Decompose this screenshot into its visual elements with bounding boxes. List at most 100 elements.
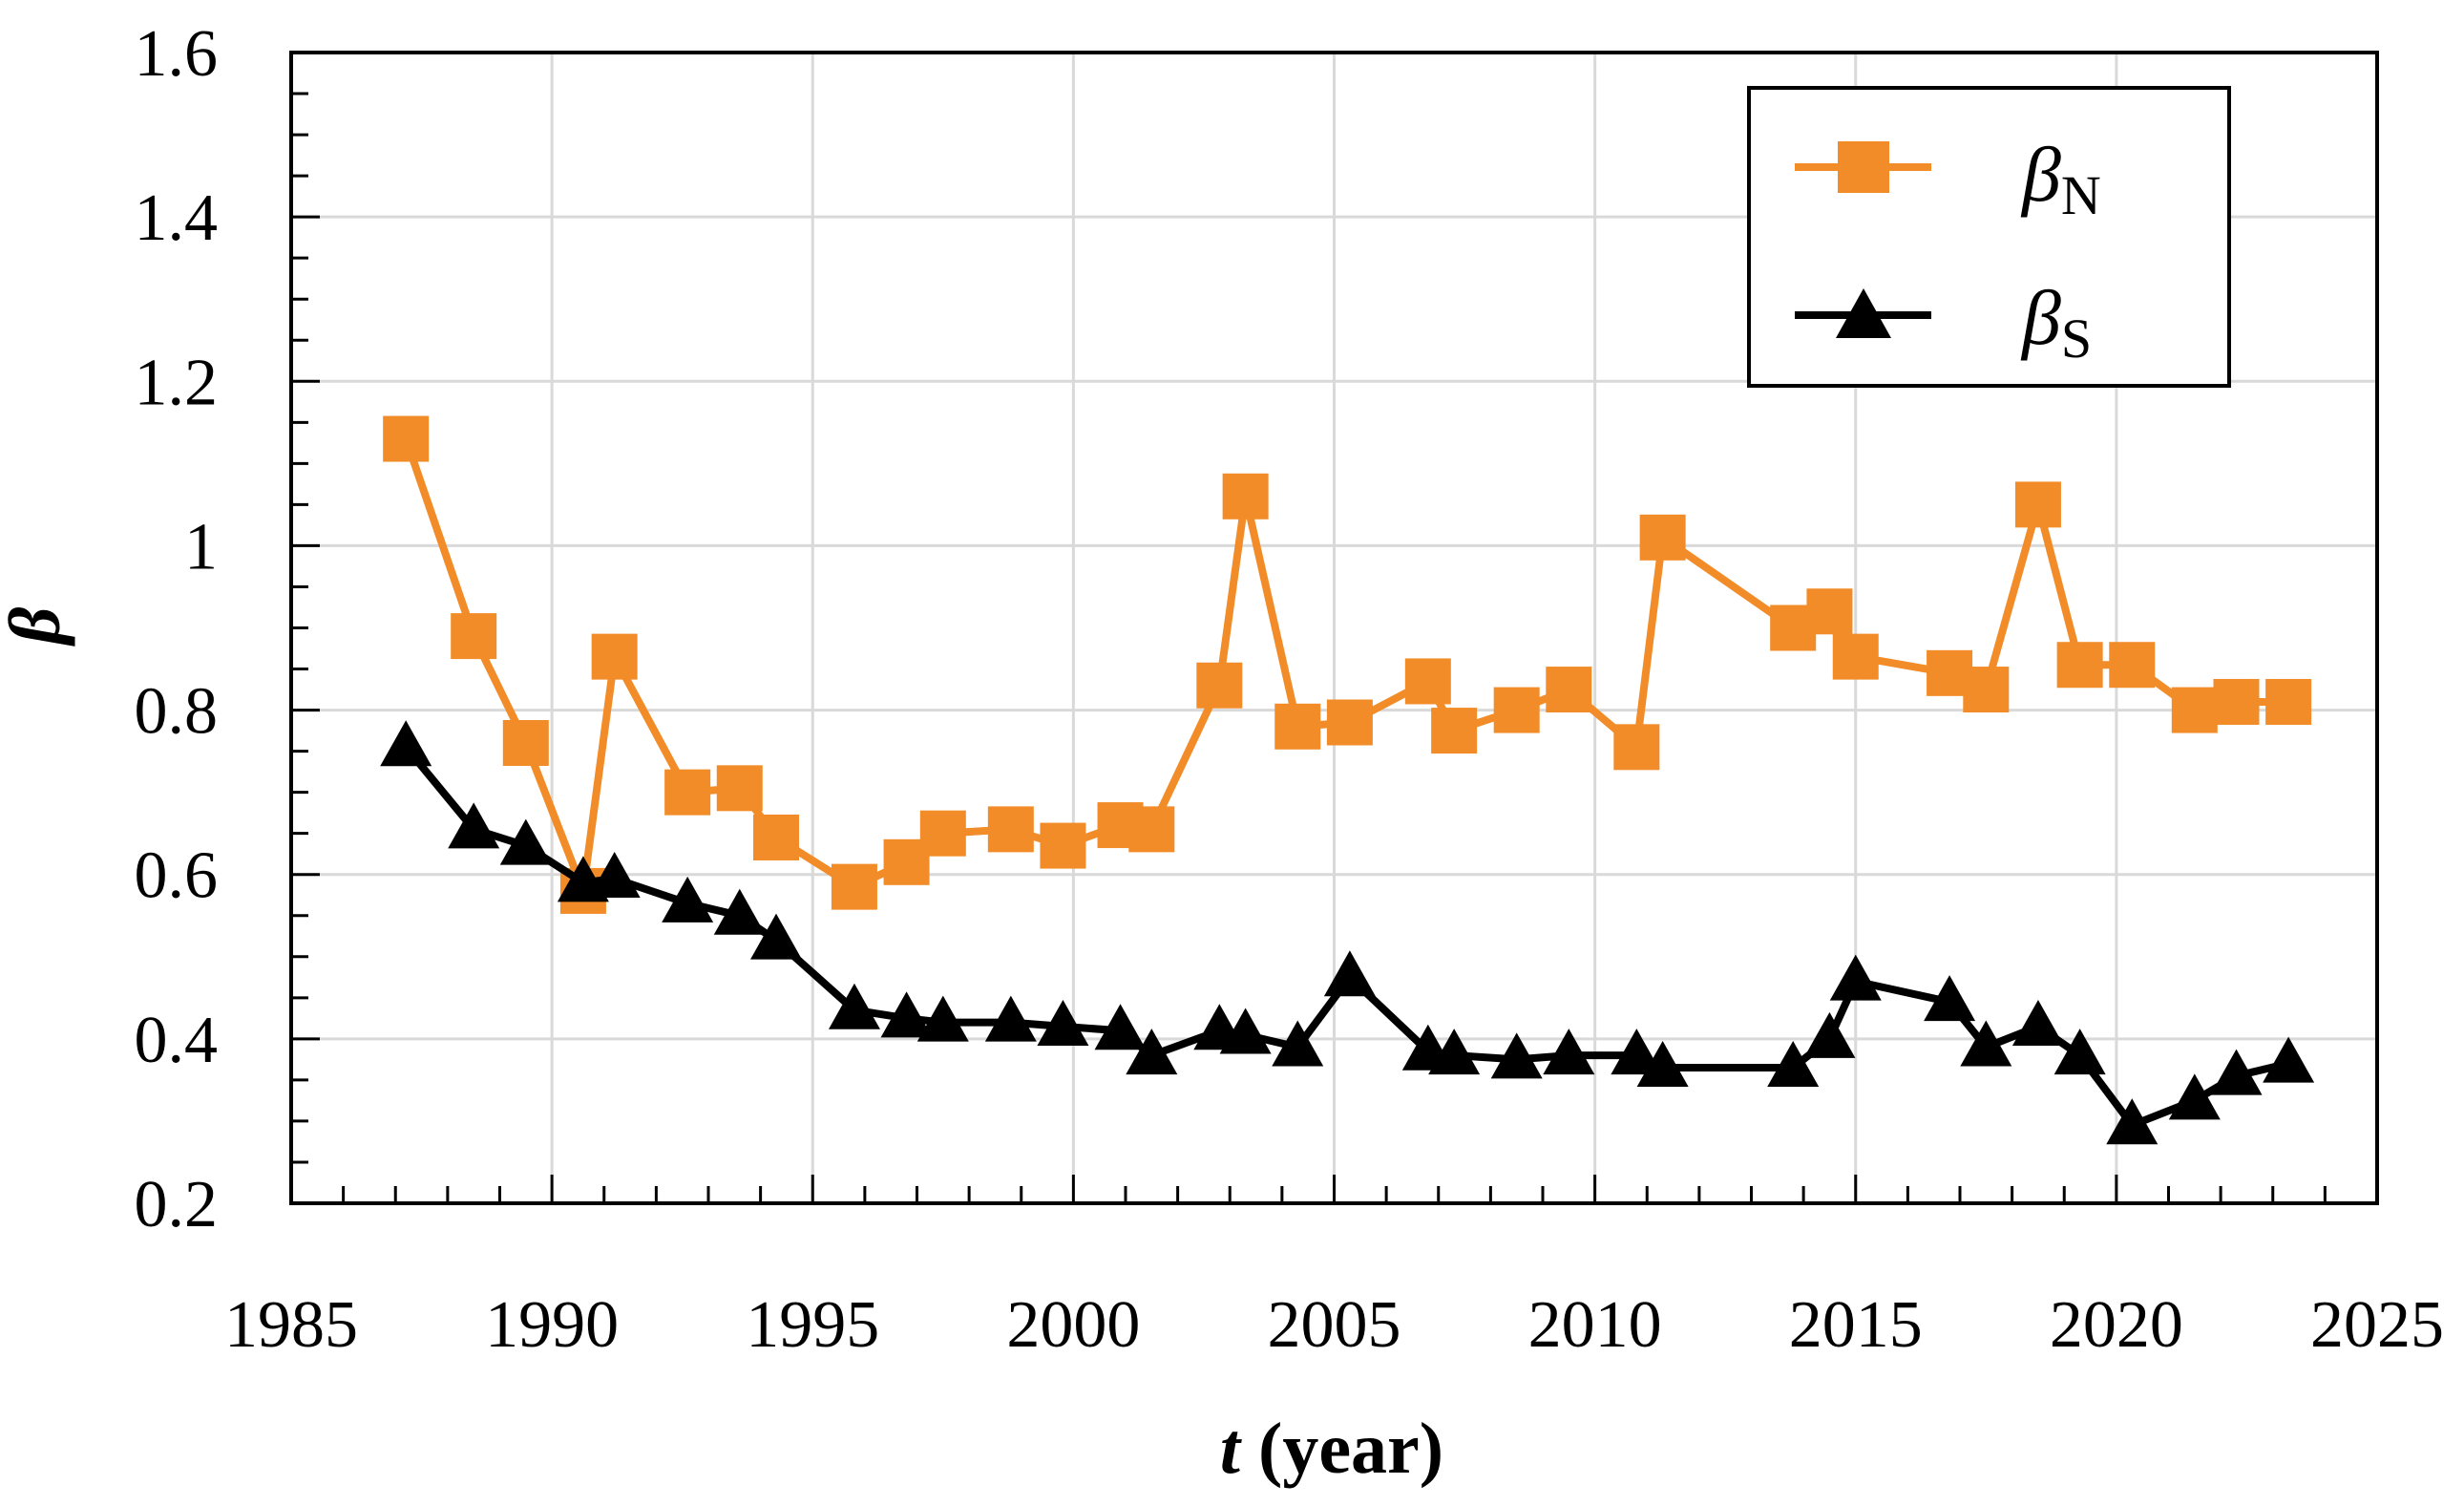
data-point-triangle xyxy=(499,818,552,865)
data-point-square xyxy=(1832,633,1879,680)
x-axis-title-variable: t xyxy=(1220,1409,1243,1489)
data-point-triangle xyxy=(1543,1029,1595,1075)
data-point-triangle xyxy=(916,995,969,1042)
data-point-triangle xyxy=(380,720,432,767)
data-point-triangle xyxy=(828,983,880,1029)
legend-marker-triangle xyxy=(1836,288,1891,338)
y-tick-label: 1.6 xyxy=(135,17,219,91)
data-point-square xyxy=(1040,822,1086,869)
data-point-triangle xyxy=(1219,1008,1272,1054)
y-tick-label: 1.2 xyxy=(135,346,219,419)
data-point-square xyxy=(2014,481,2061,528)
data-point-square xyxy=(591,633,638,680)
data-point-triangle xyxy=(448,802,500,849)
data-point-triangle xyxy=(1960,1020,2012,1067)
series-βS xyxy=(380,720,2315,1145)
series-layer xyxy=(380,415,2315,1145)
data-point-triangle xyxy=(1272,1020,1324,1067)
data-point-triangle xyxy=(1126,1029,1178,1075)
data-point-square xyxy=(1613,724,1660,771)
data-point-square xyxy=(1326,699,1373,746)
legend-label-beta-n: βN xyxy=(2020,131,2101,226)
data-point-square xyxy=(664,769,711,816)
data-point-triangle xyxy=(713,888,766,935)
data-point-square xyxy=(1128,806,1175,853)
data-point-square xyxy=(502,720,549,766)
data-point-triangle xyxy=(1323,950,1376,997)
x-tick-label: 1985 xyxy=(224,1288,358,1362)
x-tick-label: 2015 xyxy=(1789,1288,1923,1362)
data-point-square xyxy=(1222,473,1269,520)
data-point-triangle xyxy=(588,852,641,899)
y-tick-label: 0.4 xyxy=(135,1004,219,1077)
x-tick-label: 2010 xyxy=(1528,1288,1662,1362)
y-axis-title: β xyxy=(0,606,75,647)
data-point-square xyxy=(1493,687,1540,733)
y-tick-label: 1.4 xyxy=(135,181,219,255)
data-point-square xyxy=(1431,708,1478,754)
legend-label-beta-s-sub: S xyxy=(2061,308,2092,370)
x-axis-title: t (year) xyxy=(1220,1409,1443,1489)
data-point-square xyxy=(2056,642,2103,689)
y-tick-label: 0.2 xyxy=(135,1168,219,1241)
data-point-triangle xyxy=(2053,1029,2106,1075)
data-point-triangle xyxy=(750,913,803,960)
data-point-triangle xyxy=(2210,1049,2263,1095)
data-point-square xyxy=(1196,662,1243,709)
data-point-triangle xyxy=(1803,1011,1856,1058)
data-point-triangle xyxy=(1829,954,1882,1001)
data-point-triangle xyxy=(880,991,933,1038)
data-point-triangle xyxy=(1094,1004,1147,1050)
data-point-square xyxy=(2213,678,2260,725)
data-point-square xyxy=(383,415,430,462)
data-point-square xyxy=(1404,658,1451,705)
x-tick-label: 1995 xyxy=(746,1288,879,1362)
data-point-square xyxy=(2171,687,2218,733)
data-point-triangle xyxy=(2168,1073,2221,1120)
axis-ticks xyxy=(289,51,2379,1205)
data-point-triangle xyxy=(1428,1029,1481,1075)
legend-label-beta-s-main: β xyxy=(2020,274,2061,361)
legend-label-beta-n-sub: N xyxy=(2061,164,2101,226)
data-point-triangle xyxy=(2011,999,2064,1046)
data-point-triangle xyxy=(1490,1032,1543,1079)
x-axis-tick-labels: 1985 1990 1995 2000 2005 2010 2015 2020 2025 xyxy=(224,1288,2444,1362)
y-tick-label: 1 xyxy=(184,510,218,583)
data-point-triangle xyxy=(662,876,714,923)
data-point-square xyxy=(2265,678,2312,725)
data-point-triangle xyxy=(2263,1036,2315,1083)
x-tick-label: 2025 xyxy=(2310,1288,2444,1362)
data-point-triangle xyxy=(1924,975,1976,1022)
data-point-square xyxy=(753,814,800,860)
x-tick-label: 2005 xyxy=(1268,1288,1401,1362)
data-point-square xyxy=(716,765,763,812)
x-tick-label: 1990 xyxy=(485,1288,619,1362)
x-tick-label: 2000 xyxy=(1006,1288,1140,1362)
data-point-square xyxy=(987,806,1034,853)
y-tick-label: 0.6 xyxy=(135,839,219,913)
legend: βN βS xyxy=(1747,86,2231,388)
y-axis-tick-labels: 0.2 0.4 0.6 0.8 1 1.2 1.4 1.6 xyxy=(135,17,219,1241)
data-point-square xyxy=(1546,667,1592,713)
data-point-square xyxy=(1963,667,2010,713)
series-βN xyxy=(383,415,2312,914)
legend-label-beta-n-main: β xyxy=(2020,131,2061,218)
data-point-triangle xyxy=(984,995,1037,1042)
data-point-square xyxy=(2109,642,2156,689)
data-point-square xyxy=(451,613,497,660)
x-tick-label: 2020 xyxy=(2050,1288,2183,1362)
data-point-triangle xyxy=(1636,1040,1689,1087)
data-point-triangle xyxy=(1611,1029,1663,1075)
data-point-square xyxy=(1274,703,1321,750)
data-point-triangle xyxy=(1037,999,1089,1046)
data-point-triangle xyxy=(2106,1098,2159,1145)
y-tick-label: 0.8 xyxy=(135,675,219,749)
legend-box xyxy=(1747,86,2231,388)
legend-label-beta-s: βS xyxy=(2020,274,2092,370)
x-axis-title-unit: (year) xyxy=(1240,1409,1443,1489)
data-point-square xyxy=(831,863,877,910)
data-point-square xyxy=(1806,588,1853,635)
data-point-square xyxy=(1639,514,1686,561)
legend-marker-square xyxy=(1838,141,1889,193)
